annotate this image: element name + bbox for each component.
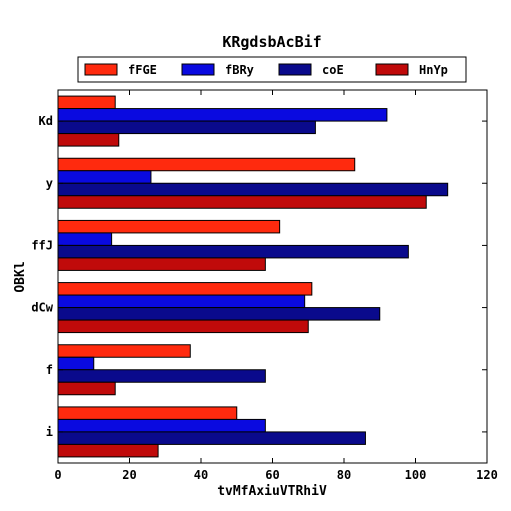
legend-label-coE: coE: [322, 63, 344, 77]
x-tick-label: 120: [476, 468, 498, 482]
legend-swatch-coE: [278, 63, 312, 76]
bar-HnYp-ffJ: [57, 257, 266, 271]
bar-HnYp-f: [57, 381, 116, 396]
legend-swatch-HnYp: [375, 63, 409, 76]
bar-coE-i: [57, 431, 366, 445]
plot-area: 0 20 40 60 80 100 120 i f dCw ffJ y Kd: [31, 89, 498, 482]
y-tick-label: y: [46, 176, 53, 190]
x-tick-label: 0: [54, 468, 61, 482]
legend-label-HnYp: HnYp: [419, 63, 448, 77]
bar-fBRy-Kd: [57, 108, 388, 122]
x-tick-label: 100: [405, 468, 427, 482]
bar-coE-dCw: [57, 307, 381, 321]
legend-label-fFGE: fFGE: [128, 63, 157, 77]
legend-swatch-fFGE: [84, 63, 118, 76]
bar-fBRy-i: [57, 418, 266, 433]
bar-HnYp-dCw: [57, 319, 309, 334]
x-tick-label: 60: [265, 468, 279, 482]
x-tick-label: 40: [194, 468, 208, 482]
y-tick-label: f: [46, 363, 53, 377]
bar-fFGE-y: [57, 157, 356, 172]
legend-swatch-fBRy: [181, 63, 215, 76]
bar-HnYp-i: [57, 443, 159, 458]
y-tick-label: i: [46, 425, 53, 439]
legend: fFGE fBRy coE HnYp: [77, 56, 467, 83]
bar-fBRy-dCw: [57, 294, 306, 309]
bar-fBRy-f: [57, 356, 95, 371]
y-tick-label: dCw: [31, 301, 53, 315]
bar-coE-Kd: [57, 120, 316, 135]
bar-fBRy-y: [57, 170, 152, 184]
bar-HnYp-Kd: [57, 133, 120, 147]
bar-HnYp-y: [57, 195, 427, 209]
x-tick-label: 20: [122, 468, 136, 482]
chart-title: KRgdsbAcBif: [222, 33, 321, 51]
bar-fFGE-f: [57, 344, 191, 358]
legend-label-fBRy: fBRy: [225, 63, 254, 77]
bar-fBRy-ffJ: [57, 232, 113, 246]
bar-coE-ffJ: [57, 244, 409, 259]
x-axis-label: tvMfAxiuVTRhiV: [217, 484, 327, 499]
y-tick-label: Kd: [39, 114, 53, 128]
bar-fFGE-i: [57, 406, 238, 420]
bar-fFGE-Kd: [57, 95, 116, 110]
bar-coE-y: [57, 182, 449, 197]
y-tick-label: ffJ: [31, 238, 53, 252]
y-axis-label: OBKl: [13, 261, 28, 292]
x-tick-label: 80: [337, 468, 351, 482]
bar-coE-f: [57, 369, 266, 383]
bar-fFGE-dCw: [57, 282, 313, 296]
bar-fFGE-ffJ: [57, 219, 281, 234]
